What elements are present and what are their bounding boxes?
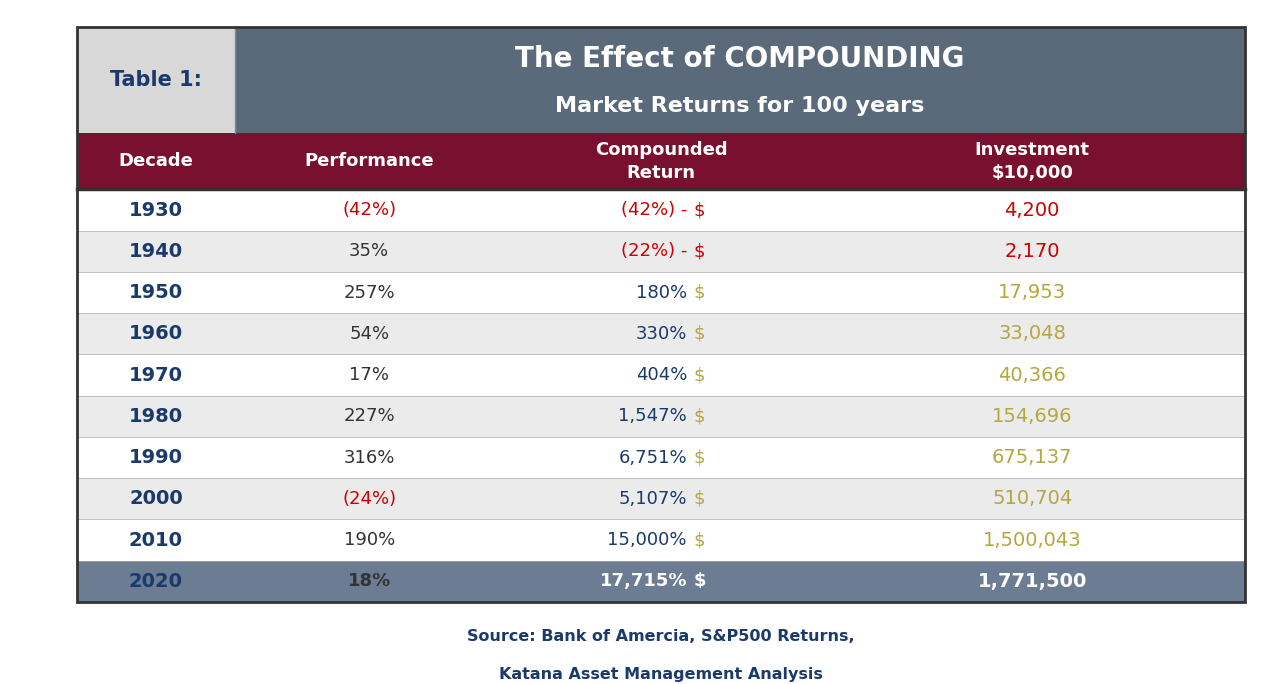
Text: 15,000%: 15,000% <box>607 531 687 549</box>
Text: 316%: 316% <box>343 449 395 466</box>
Text: 54%: 54% <box>349 325 389 343</box>
Text: $: $ <box>693 490 705 508</box>
Text: 227%: 227% <box>343 407 395 425</box>
Text: 6,751%: 6,751% <box>619 449 687 466</box>
Text: 510,704: 510,704 <box>993 489 1072 508</box>
Text: 1980: 1980 <box>128 407 184 426</box>
Text: 2000: 2000 <box>128 489 182 508</box>
Text: 17%: 17% <box>349 366 389 384</box>
Text: $: $ <box>693 242 705 261</box>
Text: 2,170: 2,170 <box>1004 242 1061 261</box>
Text: Decade: Decade <box>118 153 194 170</box>
Text: $: $ <box>693 573 706 590</box>
Text: Investment
$10,000: Investment $10,000 <box>975 142 1090 181</box>
Text: 35%: 35% <box>349 242 389 261</box>
Text: $: $ <box>693 366 705 384</box>
Text: $: $ <box>693 407 705 425</box>
Text: 190%: 190% <box>344 531 394 549</box>
Text: (24%): (24%) <box>342 490 397 508</box>
Text: (42%): (42%) <box>342 201 397 219</box>
Text: 1930: 1930 <box>128 200 182 220</box>
Text: $: $ <box>693 531 705 549</box>
Text: 257%: 257% <box>343 284 395 302</box>
Text: 4,200: 4,200 <box>1004 200 1059 220</box>
Text: Source: Bank of Amercia, S&P500 Returns,: Source: Bank of Amercia, S&P500 Returns, <box>467 629 855 644</box>
Text: 1970: 1970 <box>128 365 182 384</box>
Text: 2020: 2020 <box>128 572 182 591</box>
Text: 1990: 1990 <box>128 448 182 467</box>
Text: 675,137: 675,137 <box>993 448 1072 467</box>
Text: 404%: 404% <box>636 366 687 384</box>
Text: 1,771,500: 1,771,500 <box>977 572 1088 591</box>
Text: $: $ <box>693 284 705 302</box>
Text: 1950: 1950 <box>128 283 184 302</box>
Text: 5,107%: 5,107% <box>619 490 687 508</box>
Text: (22%) -: (22%) - <box>620 242 687 261</box>
Text: 40,366: 40,366 <box>998 365 1066 384</box>
Text: 1,500,043: 1,500,043 <box>984 531 1081 549</box>
Text: The Effect of COMPOUNDING: The Effect of COMPOUNDING <box>515 45 964 73</box>
Text: (42%) -: (42%) - <box>620 201 687 219</box>
Text: Compounded
Return: Compounded Return <box>594 142 728 181</box>
Text: Market Returns for 100 years: Market Returns for 100 years <box>556 96 924 116</box>
Text: 330%: 330% <box>636 325 687 343</box>
Text: $: $ <box>693 325 705 343</box>
Text: $: $ <box>693 449 705 466</box>
Text: 17,715%: 17,715% <box>600 573 687 590</box>
Text: 17,953: 17,953 <box>998 283 1066 302</box>
Text: 33,048: 33,048 <box>998 324 1066 343</box>
Text: 180%: 180% <box>636 284 687 302</box>
Text: 18%: 18% <box>348 573 390 590</box>
Text: Table 1:: Table 1: <box>110 70 202 90</box>
Text: 1940: 1940 <box>128 242 184 261</box>
Text: 2010: 2010 <box>128 531 182 549</box>
Text: Katana Asset Management Analysis: Katana Asset Management Analysis <box>499 667 823 682</box>
Text: 154,696: 154,696 <box>993 407 1072 426</box>
Text: 1960: 1960 <box>128 324 184 343</box>
Text: $: $ <box>693 201 705 219</box>
Text: 1,547%: 1,547% <box>618 407 687 425</box>
Text: Performance: Performance <box>304 153 434 170</box>
